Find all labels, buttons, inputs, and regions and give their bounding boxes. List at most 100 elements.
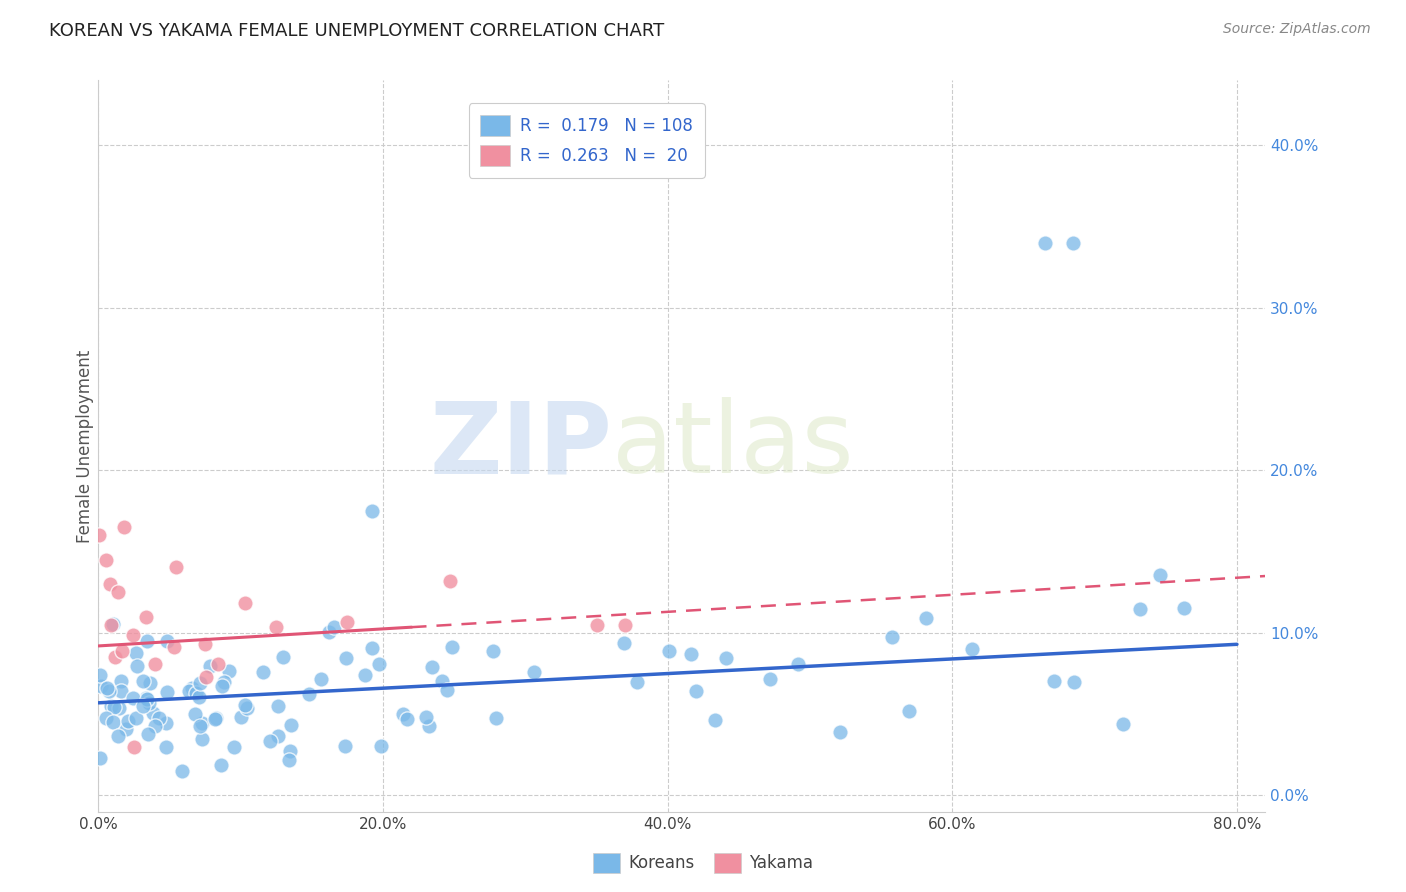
Point xyxy=(703,713,725,727)
Point xyxy=(148,711,170,725)
Point xyxy=(1173,601,1195,615)
Point xyxy=(108,700,131,714)
Point xyxy=(222,739,245,754)
Point xyxy=(191,731,214,746)
Point xyxy=(125,646,148,660)
Point xyxy=(1033,235,1056,250)
Point xyxy=(155,739,177,754)
Point xyxy=(1062,235,1084,250)
Point xyxy=(188,690,211,705)
Point xyxy=(96,681,118,696)
Point xyxy=(280,718,302,732)
Point xyxy=(100,698,122,713)
Point xyxy=(143,657,166,672)
Point xyxy=(155,715,177,730)
Point xyxy=(786,657,808,671)
Point xyxy=(141,706,163,721)
Y-axis label: Female Unemployment: Female Unemployment xyxy=(76,350,94,542)
Point xyxy=(322,620,344,634)
Point xyxy=(209,758,232,772)
Point xyxy=(184,686,207,700)
Point xyxy=(205,711,228,725)
Point xyxy=(368,657,391,671)
Point xyxy=(179,684,201,698)
Point xyxy=(100,577,122,591)
Point xyxy=(110,684,132,698)
Point xyxy=(107,585,129,599)
Point xyxy=(204,712,226,726)
Point xyxy=(89,750,111,764)
Point xyxy=(266,620,288,634)
Point xyxy=(94,553,117,567)
Point xyxy=(681,647,703,661)
Point xyxy=(271,650,294,665)
Point xyxy=(98,684,121,698)
Point xyxy=(229,710,252,724)
Text: atlas: atlas xyxy=(612,398,853,494)
Point xyxy=(585,617,607,632)
Point xyxy=(163,640,186,655)
Point xyxy=(482,643,505,657)
Point xyxy=(136,691,159,706)
Point xyxy=(211,679,233,693)
Point xyxy=(430,673,453,688)
Point xyxy=(115,722,138,736)
Point xyxy=(1112,717,1135,731)
Point xyxy=(103,650,125,665)
Point xyxy=(165,560,187,574)
Point xyxy=(101,617,124,632)
Point xyxy=(914,610,936,624)
Point xyxy=(218,664,240,678)
Point xyxy=(658,644,681,658)
Point xyxy=(122,628,145,642)
Point xyxy=(214,674,236,689)
Point xyxy=(1063,675,1085,690)
Point xyxy=(897,704,920,718)
Point xyxy=(156,684,179,698)
Point xyxy=(191,715,214,730)
Point xyxy=(121,690,143,705)
Point xyxy=(523,665,546,679)
Point xyxy=(156,634,179,648)
Point xyxy=(259,734,281,748)
Point xyxy=(111,644,134,658)
Point xyxy=(360,504,382,518)
Point xyxy=(135,610,157,624)
Point xyxy=(194,637,217,651)
Point xyxy=(685,683,707,698)
Point xyxy=(391,707,413,722)
Point xyxy=(418,719,440,733)
Point xyxy=(252,665,274,680)
Point xyxy=(318,625,340,640)
Point xyxy=(89,528,111,542)
Point xyxy=(107,729,129,743)
Point xyxy=(441,640,464,654)
Point xyxy=(194,670,217,684)
Point xyxy=(124,711,146,725)
Point xyxy=(188,675,211,690)
Point xyxy=(336,615,359,630)
Legend: Koreans, Yakama: Koreans, Yakama xyxy=(586,847,820,880)
Point xyxy=(439,574,461,588)
Point xyxy=(309,672,332,686)
Legend: R =  0.179   N = 108, R =  0.263   N =  20: R = 0.179 N = 108, R = 0.263 N = 20 xyxy=(468,103,704,178)
Point xyxy=(436,683,458,698)
Point xyxy=(135,634,157,648)
Point xyxy=(112,520,135,534)
Point xyxy=(614,617,637,632)
Point xyxy=(125,659,148,673)
Text: KOREAN VS YAKAMA FEMALE UNEMPLOYMENT CORRELATION CHART: KOREAN VS YAKAMA FEMALE UNEMPLOYMENT COR… xyxy=(49,22,665,40)
Point xyxy=(94,711,117,725)
Point xyxy=(353,667,375,681)
Point xyxy=(138,696,160,710)
Point xyxy=(117,714,139,728)
Point xyxy=(395,712,418,726)
Point xyxy=(278,753,301,767)
Point xyxy=(485,711,508,725)
Point xyxy=(101,715,124,730)
Point xyxy=(100,618,122,632)
Point xyxy=(183,706,205,721)
Point xyxy=(830,725,852,739)
Point xyxy=(132,673,155,688)
Point xyxy=(233,596,256,610)
